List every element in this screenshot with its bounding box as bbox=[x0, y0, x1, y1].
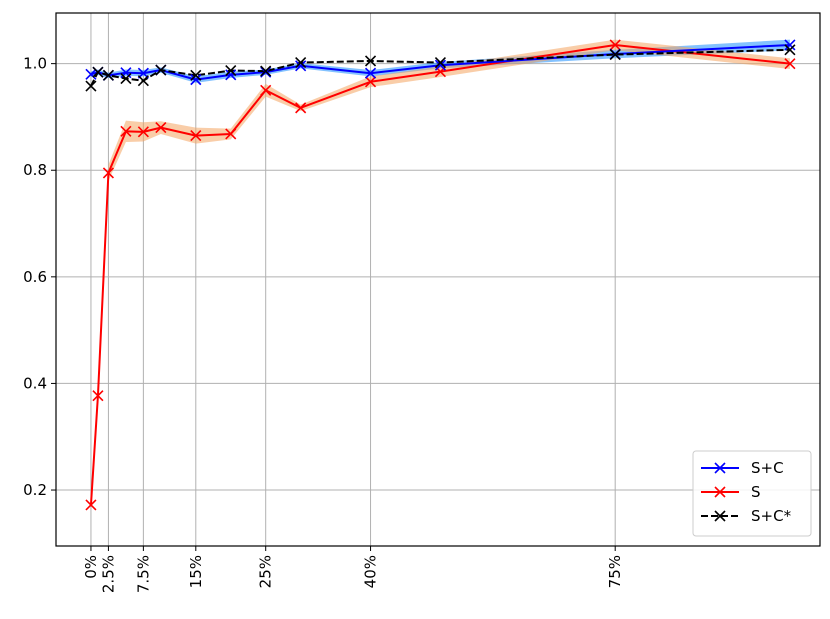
data-point bbox=[92, 66, 104, 78]
x-tick-label: 40% bbox=[362, 555, 380, 588]
data-point bbox=[260, 84, 272, 96]
legend-entry: S bbox=[701, 483, 761, 501]
x-tick-label: 25% bbox=[257, 555, 275, 588]
series-line bbox=[89, 43, 791, 506]
data-point bbox=[225, 128, 237, 140]
y-tick-label: 0.4 bbox=[23, 374, 47, 392]
data-point bbox=[85, 80, 97, 92]
grid bbox=[56, 13, 820, 546]
legend-label: S+C bbox=[751, 459, 784, 477]
x-tick-label: 7.5% bbox=[134, 555, 152, 593]
data-point bbox=[120, 72, 132, 85]
y-tick-label: 1.0 bbox=[23, 55, 47, 73]
data-point bbox=[784, 58, 796, 70]
legend-label: S bbox=[751, 483, 761, 501]
data-point bbox=[295, 57, 307, 69]
x-tick-label: 75% bbox=[606, 555, 624, 588]
data-point bbox=[609, 39, 621, 51]
x-tick-label: 0% bbox=[82, 555, 100, 579]
data-point bbox=[102, 167, 114, 179]
series-lines bbox=[89, 43, 791, 506]
data-point bbox=[190, 69, 202, 81]
plot-frame bbox=[55, 12, 821, 547]
data-point bbox=[260, 65, 272, 77]
data-point bbox=[434, 57, 447, 69]
data-point bbox=[155, 122, 167, 134]
data-point bbox=[85, 68, 97, 80]
series-line bbox=[90, 48, 790, 87]
data-point bbox=[364, 55, 377, 67]
data-point bbox=[225, 69, 237, 81]
series-markers bbox=[85, 39, 796, 511]
legend: S+C S S+C* bbox=[692, 450, 812, 537]
y-tick-label: 0.2 bbox=[23, 481, 47, 499]
legend-label: S+C* bbox=[751, 507, 792, 525]
data-point bbox=[364, 67, 377, 79]
y-tick-label: 0.6 bbox=[23, 268, 47, 286]
legend-entry: S+C bbox=[701, 459, 784, 477]
data-point bbox=[434, 59, 447, 71]
x-tick-label: 15% bbox=[187, 555, 205, 588]
data-point bbox=[225, 64, 237, 77]
data-point bbox=[784, 39, 796, 51]
data-point bbox=[784, 44, 796, 56]
data-point bbox=[609, 49, 621, 61]
data-point bbox=[155, 64, 167, 76]
data-point bbox=[295, 102, 307, 114]
series-line bbox=[90, 43, 790, 81]
x-tick-label: 2.5% bbox=[99, 555, 117, 593]
data-point bbox=[190, 130, 202, 142]
y-tick-label: 0.8 bbox=[23, 161, 47, 179]
data-point bbox=[102, 69, 114, 81]
data-point bbox=[364, 76, 377, 88]
data-point bbox=[295, 60, 307, 72]
data-point bbox=[85, 499, 97, 511]
data-point bbox=[120, 125, 132, 137]
legend-box bbox=[692, 450, 812, 537]
axis-ticks: 0.2 0.4 0.6 0.8 1.0 0% 2.5% 7.5% 15% 25% 40% 75% bbox=[23, 55, 624, 593]
data-point bbox=[190, 74, 202, 86]
data-point bbox=[92, 390, 104, 402]
data-point bbox=[137, 126, 149, 138]
legend-entry: S+C* bbox=[701, 507, 792, 525]
data-point bbox=[137, 75, 149, 87]
